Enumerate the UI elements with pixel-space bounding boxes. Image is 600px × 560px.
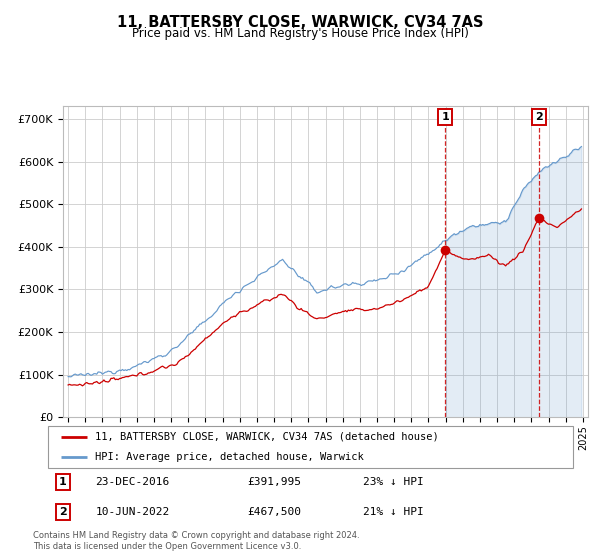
Text: 23-DEC-2016: 23-DEC-2016 [95,477,170,487]
Text: 11, BATTERSBY CLOSE, WARWICK, CV34 7AS: 11, BATTERSBY CLOSE, WARWICK, CV34 7AS [117,15,483,30]
Text: £467,500: £467,500 [248,507,302,517]
Text: 21% ↓ HPI: 21% ↓ HPI [363,507,424,517]
Text: 11, BATTERSBY CLOSE, WARWICK, CV34 7AS (detached house): 11, BATTERSBY CLOSE, WARWICK, CV34 7AS (… [95,432,439,442]
Text: HPI: Average price, detached house, Warwick: HPI: Average price, detached house, Warw… [95,452,364,462]
Text: 23% ↓ HPI: 23% ↓ HPI [363,477,424,487]
Text: This data is licensed under the Open Government Licence v3.0.: This data is licensed under the Open Gov… [33,542,301,550]
Text: 2: 2 [535,112,543,122]
Text: 1: 1 [442,112,449,122]
Text: 2: 2 [59,507,67,517]
Text: 10-JUN-2022: 10-JUN-2022 [95,507,170,517]
Text: Contains HM Land Registry data © Crown copyright and database right 2024.: Contains HM Land Registry data © Crown c… [33,531,359,540]
Text: Price paid vs. HM Land Registry's House Price Index (HPI): Price paid vs. HM Land Registry's House … [131,27,469,40]
Text: 1: 1 [59,477,67,487]
Text: £391,995: £391,995 [248,477,302,487]
FancyBboxPatch shape [48,426,573,468]
